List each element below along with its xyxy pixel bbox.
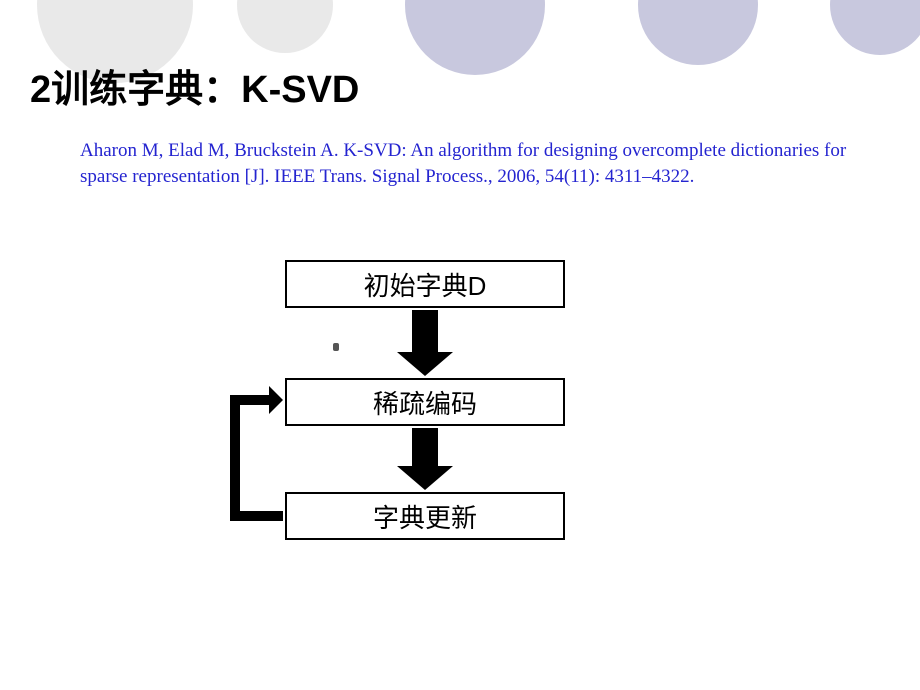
citation-text: Aharon M, Elad M, Bruckstein A. K-SVD: A… <box>80 138 850 189</box>
decorative-dot <box>333 343 339 351</box>
arrow-right-icon <box>269 386 283 414</box>
decorative-circle <box>237 0 333 53</box>
decorative-circle <box>830 0 920 55</box>
decorative-circle <box>405 0 545 75</box>
flow-box-box-init: 初始字典D <box>285 260 565 308</box>
loop-line <box>230 395 269 405</box>
page-title: 2训练字典：K-SVD <box>30 58 359 113</box>
flow-box-box-sparse: 稀疏编码 <box>285 378 565 426</box>
loop-line <box>230 395 240 521</box>
flow-box-box-update: 字典更新 <box>285 492 565 540</box>
decorative-circle <box>638 0 758 65</box>
